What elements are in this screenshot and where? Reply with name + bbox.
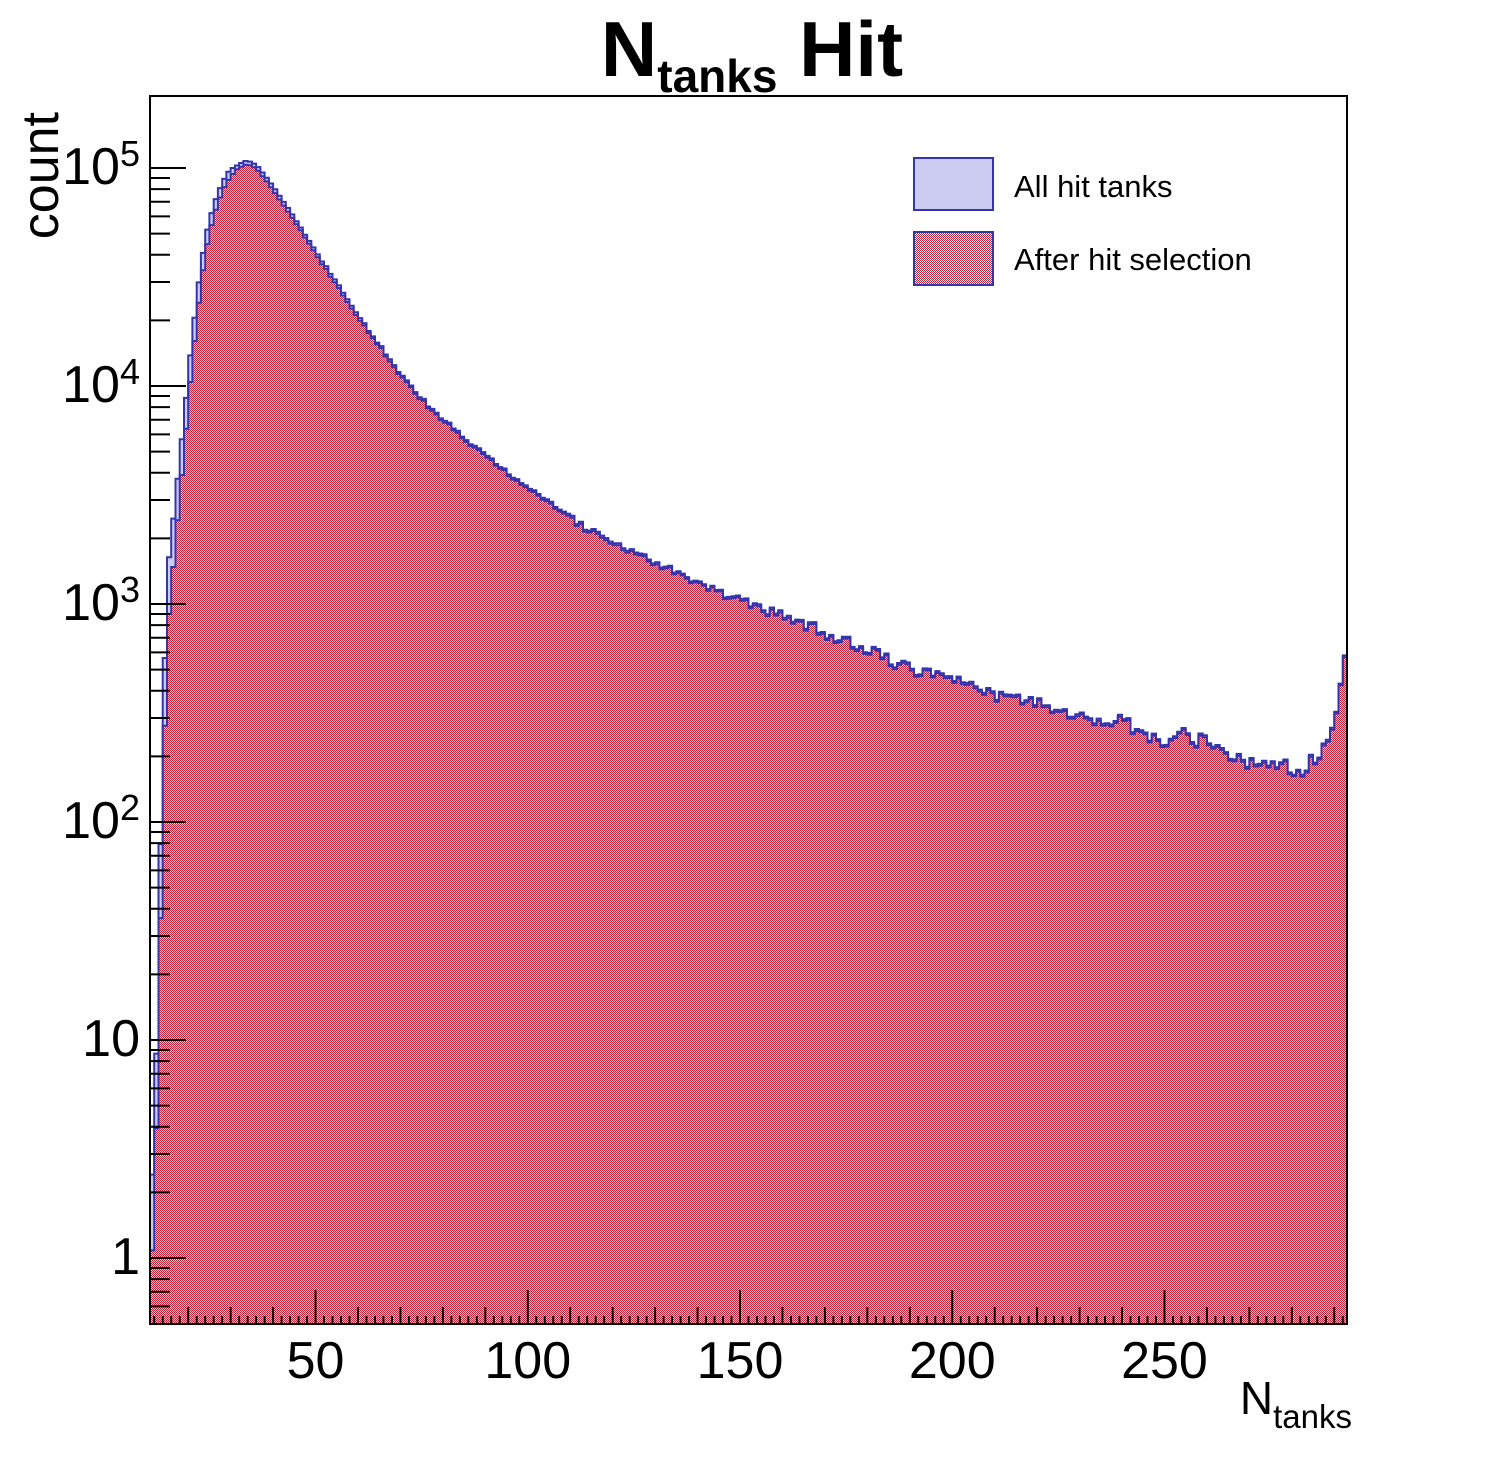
y-tick-label: 10: [82, 1010, 140, 1068]
x-axis-title: Ntanks: [1240, 1372, 1352, 1435]
y-tick-label: 104: [62, 351, 140, 414]
plot-title-main: N: [601, 5, 657, 93]
series-fill-after-hit-selection: [150, 164, 1347, 1324]
y-tick-label: 103: [62, 569, 140, 632]
y-tick-label: 102: [62, 787, 140, 850]
x-tick-label: 200: [909, 1332, 996, 1390]
legend-swatch-all-hit-tanks: [913, 157, 994, 211]
x-axis-title-main: N: [1240, 1372, 1273, 1424]
plot-title-subscript: tanks: [657, 50, 777, 102]
legend: All hit tanks After hit selection: [913, 157, 1252, 286]
y-axis-title: count: [12, 111, 70, 239]
series-outline-all-hit-tanks: [150, 160, 1347, 1324]
x-axis-title-subscript: tanks: [1273, 1398, 1352, 1435]
plot-title: Ntanks Hit: [601, 5, 903, 102]
y-tick-label: 1: [111, 1228, 140, 1286]
legend-label-after-hit-selection: After hit selection: [1014, 242, 1252, 277]
series-outline-after-hit-selection: [150, 163, 1347, 1324]
plot-title-rest: Hit: [777, 5, 903, 93]
legend-swatch-after-hit-selection: [913, 231, 994, 286]
x-tick-label: 150: [697, 1332, 784, 1390]
x-tick-label: 100: [484, 1332, 571, 1390]
x-tick-label: 50: [287, 1332, 345, 1390]
x-tick-label: 250: [1121, 1332, 1208, 1390]
legend-label-all-hit-tanks: All hit tanks: [1014, 169, 1173, 204]
y-tick-label: 105: [62, 133, 140, 196]
